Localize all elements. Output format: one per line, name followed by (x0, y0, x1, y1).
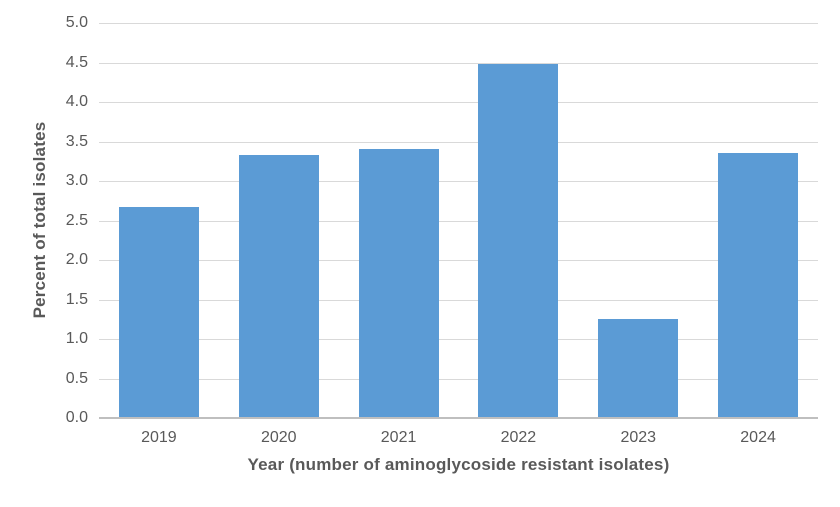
y-tick-label: 3.5 (65, 132, 88, 150)
x-axis-line (99, 417, 818, 419)
bar-2020 (238, 154, 319, 418)
gridline (99, 378, 818, 380)
y-tick-label: 0.5 (65, 369, 88, 387)
gridline (99, 102, 818, 103)
y-tick-label: 4.0 (65, 93, 88, 110)
bar-2019 (118, 207, 199, 418)
plot-area (99, 23, 818, 418)
x-tick-label: 2022 (500, 429, 537, 446)
x-tick-label: 2021 (380, 429, 417, 446)
y-tick-label: 2.5 (65, 211, 88, 229)
gridline (99, 181, 818, 182)
gridline (99, 62, 818, 64)
y-tick-label: 3.0 (65, 172, 88, 189)
x-tick-label: 2019 (141, 429, 177, 446)
gridline (99, 260, 818, 261)
gridline (99, 220, 818, 222)
bar-2024 (718, 153, 799, 418)
y-tick-label: 0.0 (65, 409, 88, 426)
y-tick-label: 2.0 (65, 251, 88, 268)
bar-2021 (358, 149, 439, 418)
y-tick-label: 1.0 (65, 330, 88, 347)
bar-2022 (478, 64, 559, 418)
x-tick-label: 2023 (620, 429, 657, 446)
x-axis-title: Year (number of aminoglycoside resistant… (247, 455, 670, 474)
gridline (99, 23, 818, 24)
gridline (99, 299, 818, 301)
gridline (99, 141, 818, 143)
x-tick-label: 2024 (740, 429, 776, 446)
y-tick-label: 5.0 (65, 14, 88, 31)
y-tick-label: 4.5 (65, 53, 88, 71)
x-tick-label: 2020 (260, 429, 297, 446)
gridline (99, 339, 818, 340)
bar-2023 (598, 319, 679, 418)
y-tick-label: 1.5 (65, 290, 88, 308)
